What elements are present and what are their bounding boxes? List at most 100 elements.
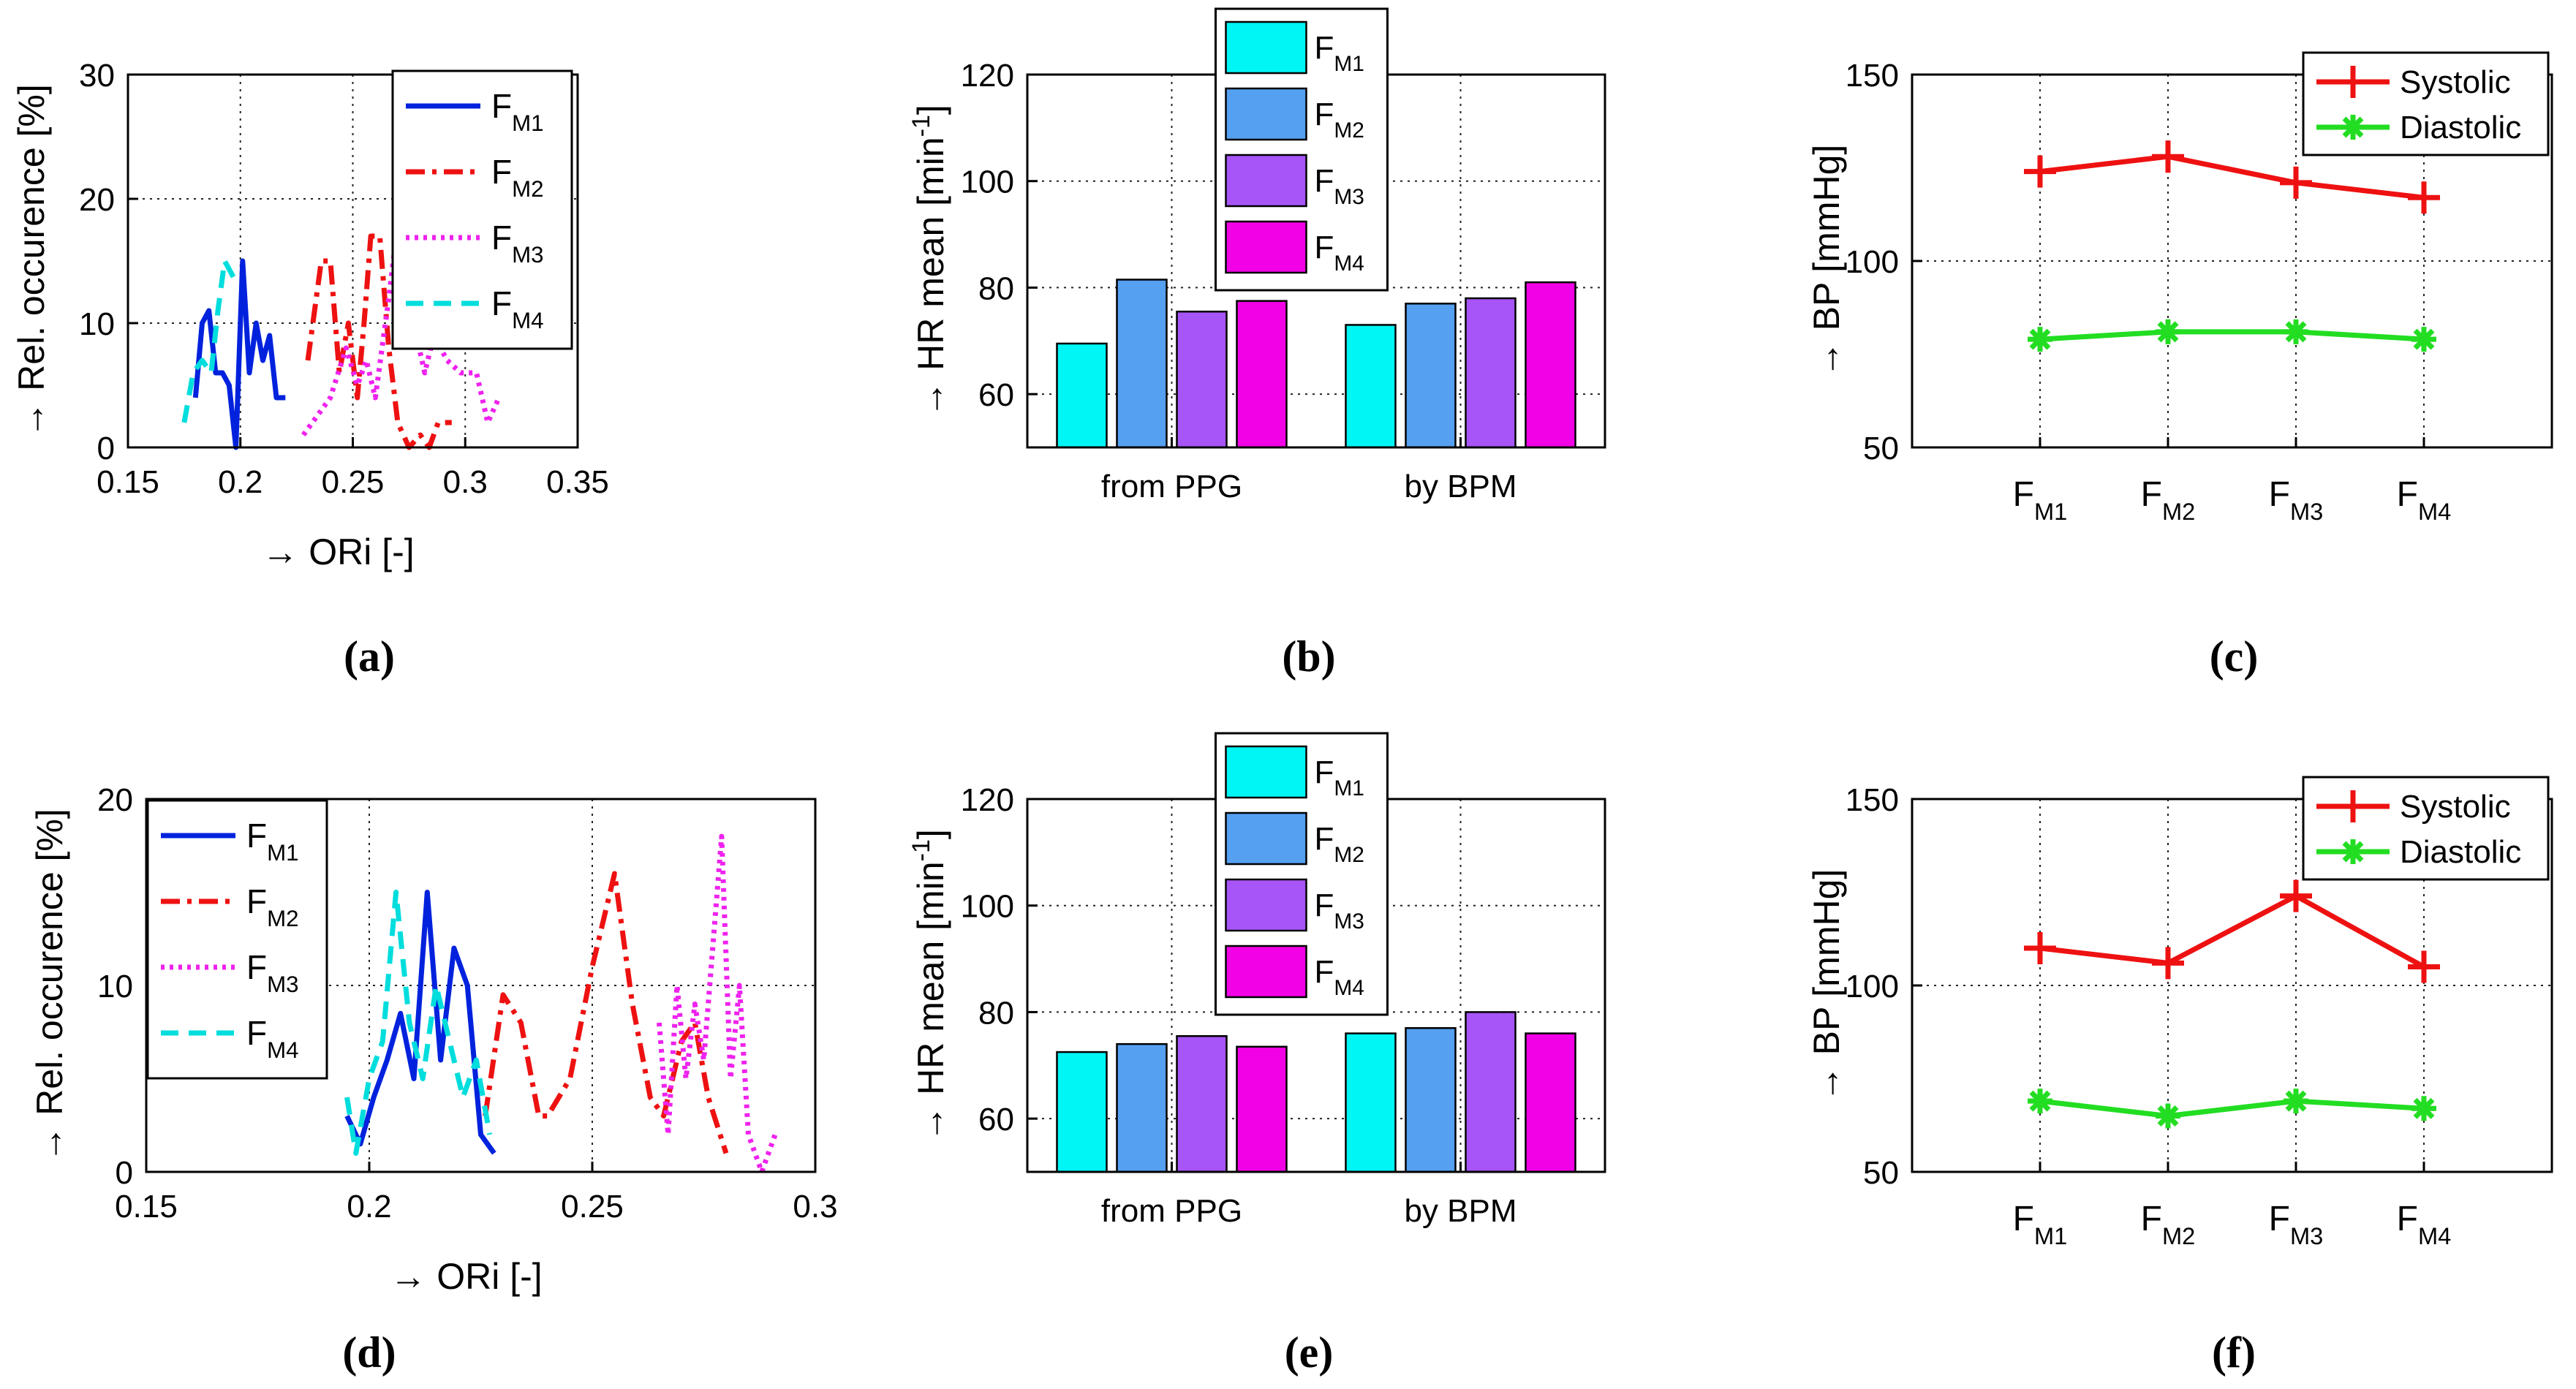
y-tick-label: 100 bbox=[1846, 244, 1899, 280]
legend-label-m3: FM3 bbox=[1315, 163, 1364, 209]
marker-systolic bbox=[2408, 181, 2440, 214]
legend-swatch-m4 bbox=[1225, 220, 1307, 274]
y-tick-label: 150 bbox=[1846, 58, 1899, 94]
caption-b: (b) bbox=[1282, 632, 1335, 681]
bar-m4-ppg bbox=[1236, 300, 1288, 449]
legend-label-m4: FM4 bbox=[1315, 230, 1364, 276]
bar-m1-ppg bbox=[1056, 342, 1108, 449]
x-axis-label-d: → ORi [-] bbox=[390, 1256, 542, 1297]
x-tick-label: FM2 bbox=[2141, 475, 2196, 525]
plot-frame-d bbox=[145, 798, 817, 1173]
y-tick-label: 150 bbox=[1846, 782, 1899, 818]
legend-label-diastolic: Diastolic bbox=[2400, 110, 2521, 145]
legend-label-m1: FM1 bbox=[1315, 754, 1364, 801]
bar-m2-ppg bbox=[1116, 279, 1168, 449]
marker-diastolic bbox=[2284, 319, 2308, 344]
legend-label-m2: FM2 bbox=[1315, 96, 1364, 143]
y-tick-label: 60 bbox=[978, 377, 1014, 413]
y-tick-label: 80 bbox=[978, 995, 1014, 1031]
x-tick-label: FM4 bbox=[2397, 1200, 2452, 1249]
bar-m3-ppg bbox=[1176, 1034, 1228, 1173]
bar-m2-bpm bbox=[1405, 303, 1457, 449]
legend-label-systolic: Systolic bbox=[2400, 64, 2511, 100]
plot-frame-c bbox=[1911, 73, 2553, 449]
series-line-m3 bbox=[657, 833, 778, 1175]
series-line-diastolic bbox=[2039, 329, 2425, 342]
legend-label-m2: FM2 bbox=[1315, 821, 1364, 867]
y-tick-label: 80 bbox=[978, 270, 1014, 306]
series-line-systolic bbox=[2039, 893, 2425, 969]
legend-a: FM1 FM2 FM3 FM4 bbox=[391, 69, 573, 350]
legend-swatch-m2 bbox=[1225, 87, 1307, 141]
legend-label-systolic: Systolic bbox=[2400, 789, 2511, 825]
caption-c: (c) bbox=[2210, 632, 2259, 681]
caption-d: (d) bbox=[342, 1328, 396, 1377]
legend-label-m2: FM2 bbox=[491, 153, 544, 202]
bar-m1-bpm bbox=[1345, 1032, 1397, 1173]
legend-label-m4: FM4 bbox=[491, 284, 544, 333]
x-tick-label: 0.15 bbox=[115, 1189, 178, 1225]
marker-diastolic bbox=[2156, 319, 2180, 344]
x-tick-label: FM3 bbox=[2269, 1200, 2324, 1249]
legend-swatch-m3 bbox=[1225, 878, 1307, 932]
series-line-m2 bbox=[305, 233, 452, 450]
legend-label-m1: FM1 bbox=[246, 817, 299, 866]
legend-label-m2: FM2 bbox=[246, 882, 299, 931]
y-tick-label: 120 bbox=[961, 782, 1014, 818]
y-axis-label-e: → HR mean [min-1] bbox=[907, 829, 951, 1142]
series-line-systolic bbox=[2039, 154, 2425, 200]
legend-c: Systolic Diastolic bbox=[2302, 51, 2550, 156]
x-tick-label: 0.2 bbox=[218, 464, 262, 500]
legend-box bbox=[2302, 776, 2550, 881]
panel-b: 60 80 100 120 from PPG by BPM → HR mean [min-1… bbox=[907, 7, 1606, 504]
legend-label-m1: FM1 bbox=[1315, 30, 1364, 76]
y-tick-label: 10 bbox=[79, 306, 115, 342]
x-tick-label: 0.25 bbox=[322, 464, 385, 500]
legend-box bbox=[146, 799, 328, 1080]
y-tick-label: 50 bbox=[1863, 431, 1899, 466]
legend-label-m3: FM3 bbox=[1315, 887, 1364, 934]
y-tick-label: 20 bbox=[97, 782, 133, 818]
legend-marker-diastolic bbox=[2341, 115, 2365, 140]
x-tick-label: from PPG bbox=[1101, 469, 1242, 504]
x-tick-label: FM4 bbox=[2397, 475, 2452, 525]
marker-systolic bbox=[2280, 166, 2312, 199]
x-tick-label: 0.15 bbox=[97, 464, 159, 500]
series-line-m1 bbox=[192, 258, 286, 450]
y-axis-label-c: → BP [mmHg] bbox=[1806, 145, 1847, 378]
y-tick-label: 30 bbox=[79, 58, 115, 94]
y-axis-label-a: → Rel. occurence [%] bbox=[11, 84, 52, 438]
y-tick-label: 120 bbox=[961, 58, 1014, 94]
y-tick-label: 100 bbox=[961, 889, 1014, 925]
panel-a: 0 10 20 30 0.15 0.2 0.25 0.3 0.35 → ORi [-] → Rel.… bbox=[11, 58, 609, 572]
plot-frame-f bbox=[1911, 798, 2553, 1173]
marker-diastolic bbox=[2284, 1089, 2308, 1114]
panel-f: 50 100 150 FM1 FM2 FM3 FM4 → BP [mmHg] Systolic D… bbox=[1806, 776, 2553, 1249]
caption-f: (f) bbox=[2212, 1328, 2256, 1377]
x-tick-label: 0.25 bbox=[561, 1189, 624, 1225]
y-axis-label-f: → BP [mmHg] bbox=[1806, 869, 1847, 1102]
legend-label-m1: FM1 bbox=[491, 87, 544, 136]
x-tick-label: 0.2 bbox=[347, 1189, 391, 1225]
panel-e: 60 80 100 120 from PPG by BPM → HR mean [min-1… bbox=[907, 732, 1606, 1229]
marker-diastolic bbox=[2411, 1096, 2436, 1121]
x-tick-label: by BPM bbox=[1404, 1193, 1516, 1229]
legend-f: Systolic Diastolic bbox=[2302, 776, 2550, 881]
x-tick-label: from PPG bbox=[1101, 1193, 1242, 1229]
marker-diastolic bbox=[2028, 1089, 2052, 1114]
legend-swatch-m1 bbox=[1225, 745, 1307, 799]
series-line-diastolic bbox=[2039, 1098, 2425, 1119]
marker-systolic bbox=[2280, 879, 2312, 912]
legend-marker-systolic bbox=[2337, 66, 2369, 98]
legend-swatch-m3 bbox=[1225, 154, 1307, 208]
series-line-m2 bbox=[483, 871, 729, 1154]
legend-marker-diastolic bbox=[2341, 839, 2365, 864]
legend-box bbox=[391, 69, 573, 350]
bar-m3-bpm bbox=[1465, 1011, 1516, 1173]
y-tick-label: 100 bbox=[961, 164, 1014, 200]
legend-label-m4: FM4 bbox=[1315, 954, 1364, 1000]
marker-systolic bbox=[2024, 155, 2056, 188]
legend-swatch-m2 bbox=[1225, 811, 1307, 866]
bar-m1-ppg bbox=[1056, 1051, 1108, 1173]
marker-systolic bbox=[2152, 140, 2184, 173]
